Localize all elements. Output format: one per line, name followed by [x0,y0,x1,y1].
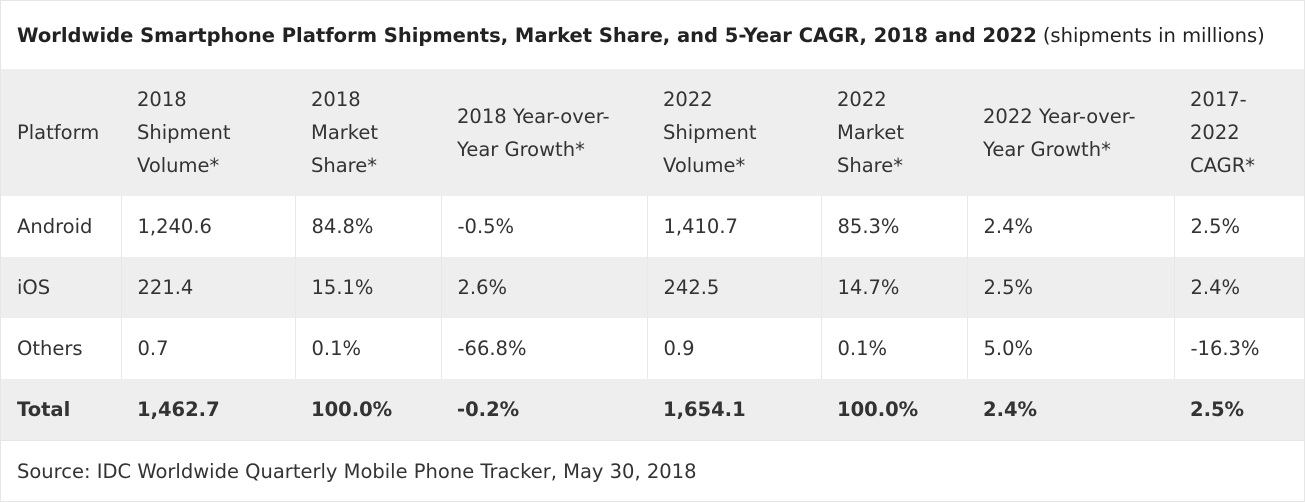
total-row: Total 1,462.7 100.0% -0.2% 1,654.1 100.0… [1,379,1304,440]
header-platform: Platform [17,121,100,144]
cell-2022-market-share: 0.1% [821,318,968,379]
table-row: iOS 221.4 15.1% 2.6% 242.5 14.7% 2.5% 2.… [1,257,1304,318]
cell-2022-market-share: 14.7% [821,257,968,318]
total-2018-market-share: 100.0% [311,398,393,421]
total-2022-yoy-growth: 2.4% [983,398,1038,421]
data-table: Platform 2018 Shipment Volume* 2018 Mark… [1,69,1304,440]
total-label: Total [17,398,71,421]
header-2018-market-share: 2018 Market Share* [311,88,379,177]
cell-2022-shipment-volume: 1,410.7 [647,196,822,257]
source-note: Source: IDC Worldwide Quarterly Mobile P… [1,440,1304,502]
header-2022-yoy-growth: 2022 Year-over-Year Growth* [983,104,1136,161]
total-2022-market-share: 100.0% [837,398,919,421]
cell-platform: Others [1,318,122,379]
total-2018-shipment-volume: 1,462.7 [137,398,220,421]
cell-2018-market-share: 15.1% [295,257,442,318]
cell-2018-shipment-volume: 221.4 [121,257,296,318]
header-cagr: 2017-2022 CAGR* [1190,88,1256,177]
header-row: Platform 2018 Shipment Volume* 2018 Mark… [1,69,1304,196]
cell-2022-shipment-volume: 0.9 [647,318,822,379]
total-2022-shipment-volume: 1,654.1 [663,398,746,421]
cell-2018-yoy-growth: -66.8% [441,318,648,379]
cell-2022-yoy-growth: 5.0% [967,318,1175,379]
header-2018-shipment-volume: 2018 Shipment Volume* [137,88,231,177]
cell-platform: Android [1,196,122,257]
total-2018-yoy-growth: -0.2% [457,398,520,421]
cell-2022-yoy-growth: 2.5% [967,257,1175,318]
cell-cagr: 2.5% [1190,215,1241,238]
cell-2022-market-share: 85.3% [821,196,968,257]
cell-platform: iOS [1,257,122,318]
cell-2018-yoy-growth: 2.6% [441,257,648,318]
cell-2022-yoy-growth: 2.4% [967,196,1175,257]
table-row: Others 0.7 0.1% -66.8% 0.9 0.1% 5.0% -16… [1,318,1304,379]
cell-cagr: -16.3% [1190,337,1260,360]
cell-2018-yoy-growth: -0.5% [441,196,648,257]
title-text: Worldwide Smartphone Platform Shipments,… [17,23,1037,47]
total-cagr: 2.5% [1190,398,1245,421]
cell-2018-market-share: 84.8% [295,196,442,257]
header-2022-market-share: 2022 Market Share* [837,88,905,177]
cell-2018-shipment-volume: 0.7 [121,318,296,379]
table-title: Worldwide Smartphone Platform Shipments,… [1,1,1304,69]
header-2022-shipment-volume: 2022 Shipment Volume* [663,88,757,177]
cell-2018-shipment-volume: 1,240.6 [121,196,296,257]
cell-2022-shipment-volume: 242.5 [647,257,822,318]
cell-2018-market-share: 0.1% [295,318,442,379]
subtitle-text: (shipments in millions) [1042,23,1265,47]
cell-cagr: 2.4% [1190,276,1241,299]
header-2018-yoy-growth: 2018 Year-over-Year Growth* [457,104,610,161]
table-row: Android 1,240.6 84.8% -0.5% 1,410.7 85.3… [1,196,1304,257]
